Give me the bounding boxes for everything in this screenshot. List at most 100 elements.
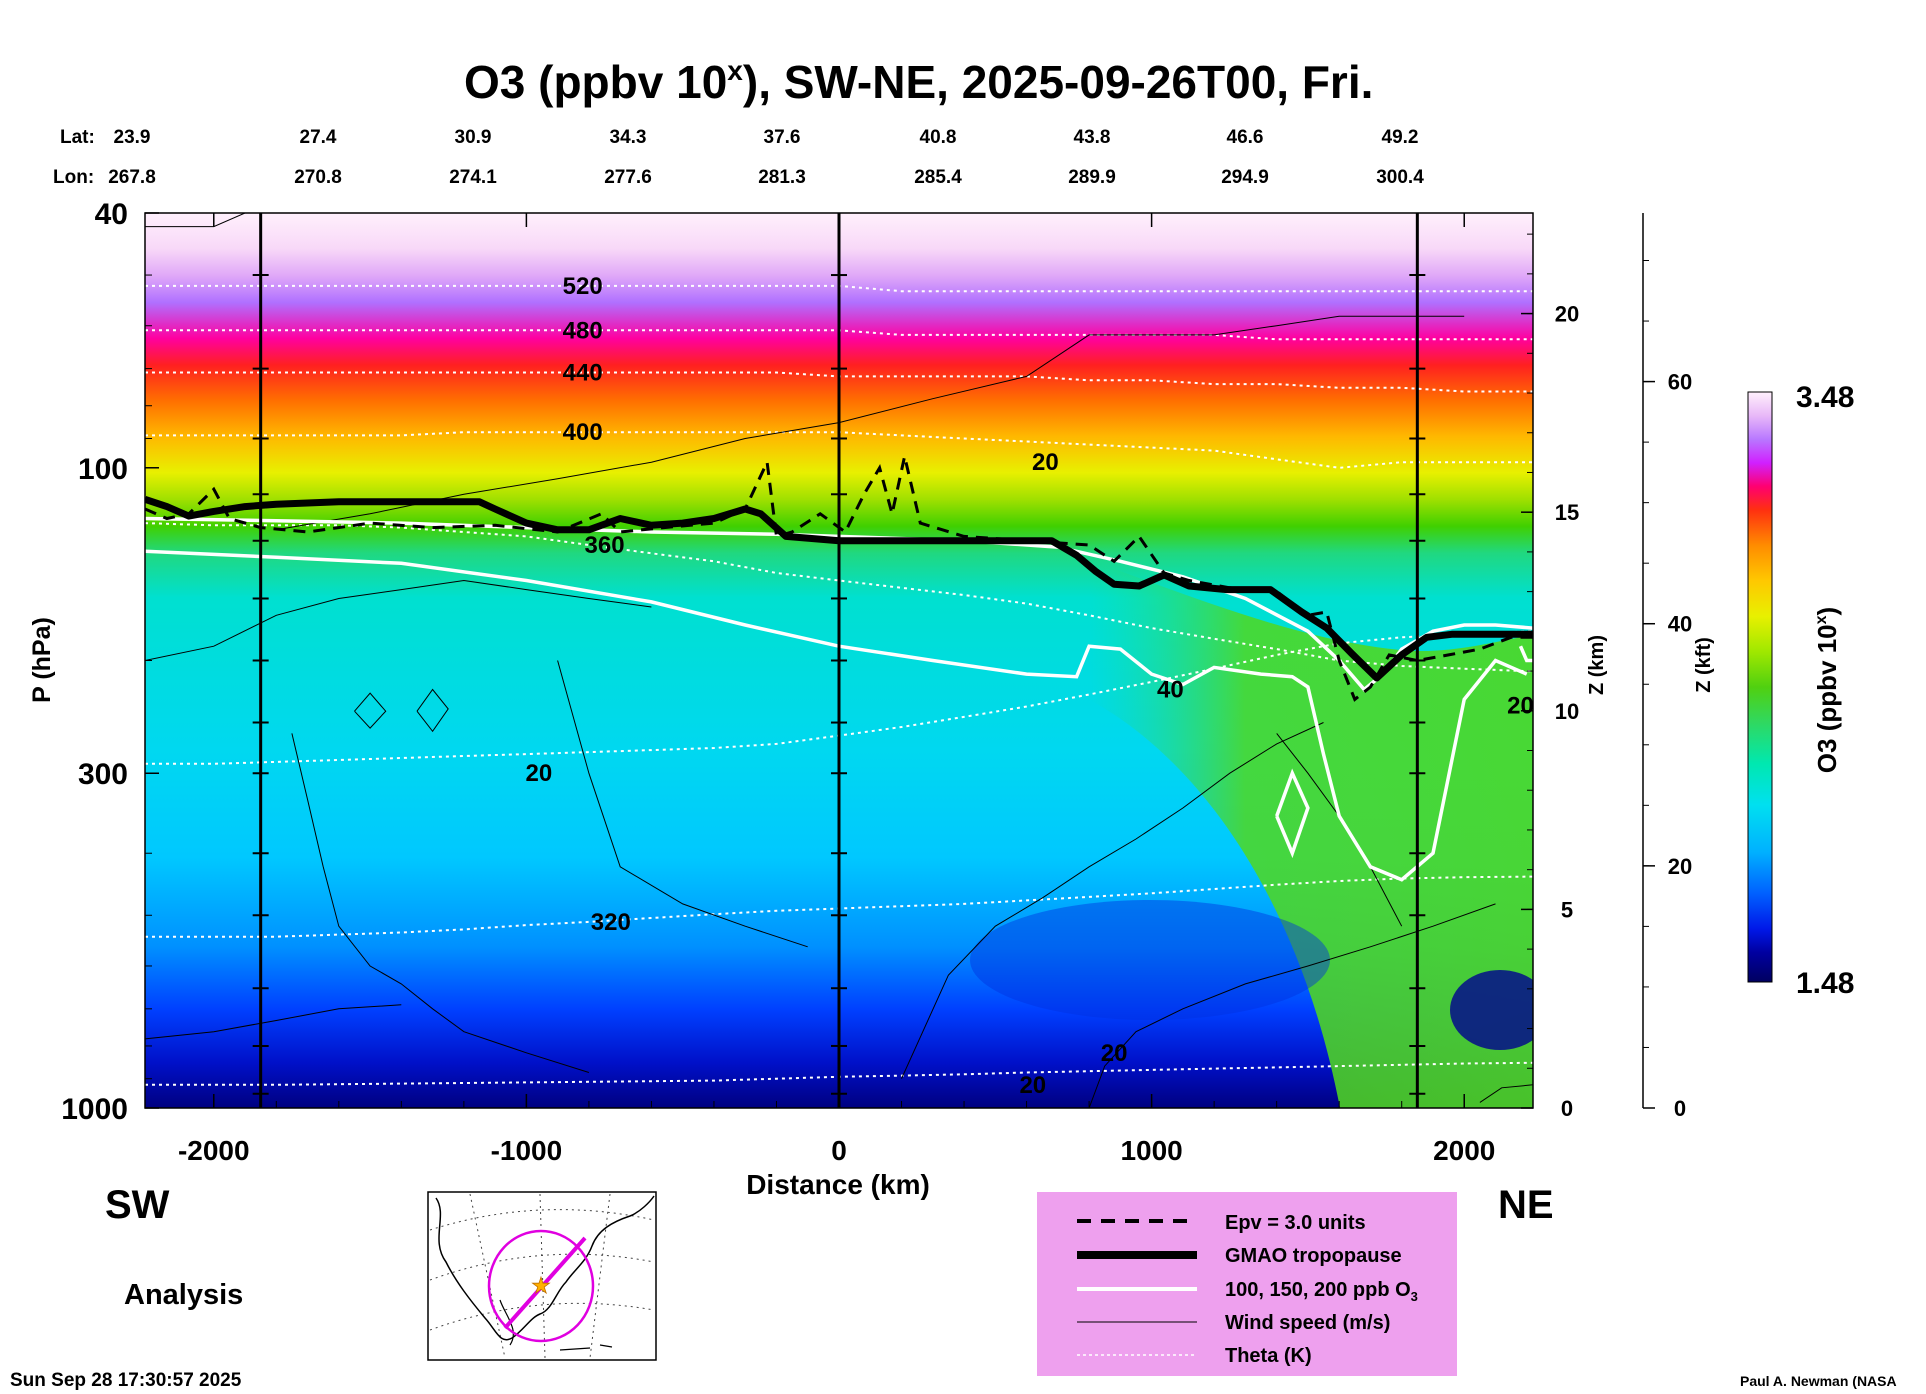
wind-speed-contour [557,660,808,948]
epv-contour [145,456,1533,702]
lat-lon-header: 23.9 27.4 30.9 34.3 37.6 40.8 43.8 46.6 49.2 267.… [108,127,1424,188]
wind-speed-contour [1088,903,1496,1108]
epv-contour-line [145,456,1533,702]
x-axis: -2000 -1000 0 1000 2000 [178,213,1495,1166]
wind-speed-contours [145,213,1533,1108]
x-tick-label: -1000 [491,1135,563,1166]
contour-label: 20 [1507,692,1534,719]
section-marker-lines [252,213,1426,1108]
lat-label: Lat: [60,127,95,148]
lat-value: 23.9 [114,127,151,148]
z-kft-tick-label: 20 [1668,854,1692,879]
legend-wind-label: Wind speed (m/s) [1225,1312,1390,1334]
z-kft-axis: 0 20 40 60 [1642,213,1692,1121]
z-km-tick-label: 15 [1555,500,1579,525]
o3-contour [145,549,1528,882]
z-km-axis: 0 5 10 15 20 [1521,233,1579,1121]
wind-speed-contour [416,688,449,733]
theta-contour-label: 480 [563,317,603,344]
theta-contour-label: 520 [563,273,603,300]
x-tick-label: 0 [831,1135,847,1166]
lon-value: 294.9 [1221,167,1269,188]
x-tick-label: -2000 [178,1135,250,1166]
chart-title: O3 (ppbv 10x), SW-NE, 2025-09-26T00, Fri… [464,55,1373,108]
lat-value: 49.2 [1382,127,1419,148]
lon-value: 300.4 [1376,167,1424,188]
legend-theta-label: Theta (K) [1225,1345,1312,1367]
wind-speed-contour [145,1004,402,1040]
z-kft-axis-label: Z (kft) [1693,637,1715,693]
o3-contour [1275,768,1310,859]
low-ozone-patch [970,900,1330,1020]
wind-speed-contour [145,213,308,228]
direction-sw: SW [105,1183,170,1227]
inset-map-coastline [435,1195,655,1341]
theta-contour-label: 320 [591,909,631,936]
contour-label: 40 [1157,677,1184,704]
lon-value: 270.8 [294,167,342,188]
ne-low-ozone-core [1450,970,1533,1050]
y-tick-label: 300 [78,758,128,791]
wind-speed-contour [354,692,387,729]
theta-contour [145,522,1533,673]
x-tick-label: 2000 [1433,1135,1495,1166]
direction-ne: NE [1498,1183,1554,1227]
lat-value: 27.4 [300,127,337,148]
legend: Epv = 3.0 units GMAO tropopause 100, 150… [1037,1192,1457,1376]
legend-epv-label: Epv = 3.0 units [1225,1212,1366,1234]
theta-contour-label: 400 [563,419,603,446]
contour-label: 20 [1019,1072,1046,1099]
contour-label: 20 [526,760,553,787]
legend-o3-label: 100, 150, 200 ppb O3 [1225,1279,1418,1304]
inset-map-range-circle [487,1229,595,1343]
gmao-tropopause-line [145,495,1533,682]
y-axis-label: P (hPa) [28,617,56,703]
x-tick-label: 1000 [1120,1135,1182,1166]
lon-label: Lon: [53,167,94,188]
contour-label: 20 [1032,449,1059,476]
colorbar-label: O3 (ppbv 10x) [1812,607,1842,773]
y-tick-label: 40 [95,198,128,231]
colorbar-min-label: 1.48 [1796,967,1854,1000]
y-axis: 40 100 300 1000 [61,198,159,1126]
inset-map-islands [559,1344,613,1351]
lat-value: 37.6 [764,127,801,148]
wind-speed-contour [276,315,1465,531]
tropopause-line [145,495,1533,682]
lat-value: 34.3 [610,127,647,148]
z-km-tick-label: 0 [1561,1096,1573,1121]
legend-tropopause-label: GMAO tropopause [1225,1245,1402,1267]
lat-value: 46.6 [1227,127,1264,148]
contour-label: 20 [1101,1040,1128,1067]
lon-value: 285.4 [914,167,962,188]
o3-contour [1518,645,1533,663]
lon-value: 277.6 [604,167,652,188]
inset-map-star-icon: ★ [531,1273,551,1298]
timestamp: Sun Sep 28 17:30:57 2025 [10,1370,242,1391]
theta-contour-label: 440 [563,360,603,387]
wind-speed-contour [901,722,1324,1079]
colorbar-max-label: 3.48 [1796,381,1854,414]
wind-speed-contour [145,579,652,661]
z-kft-tick-label: 60 [1668,370,1692,395]
inset-map-gridlines [429,1193,655,1359]
ne-enhanced-ozone-region [1090,560,1533,1108]
contour-labels: 20 40 20 20 20 20 [526,449,1534,1099]
inset-map-section-line [503,1236,587,1330]
z-km-tick-label: 10 [1555,699,1579,724]
colorbar [1747,391,1773,983]
z-kft-tick-label: 40 [1668,612,1692,637]
lon-value: 281.3 [758,167,806,188]
wind-speed-contour [291,733,590,1073]
inset-map: ★ [427,1191,657,1361]
plot-area: 520 480 440 400 360 320 20 40 20 20 20 20 [145,213,1534,1108]
z-kft-tick-label: 0 [1674,1096,1686,1121]
wind-speed-contour [1479,1084,1533,1103]
z-km-tick-label: 20 [1555,302,1579,327]
x-axis-label: Distance (km) [746,1169,930,1200]
credit: Paul A. Newman (NASA [1740,1373,1897,1389]
z-km-axis-label: Z (km) [1586,635,1608,695]
lon-value: 274.1 [449,167,497,188]
z-km-tick-label: 5 [1561,897,1573,922]
